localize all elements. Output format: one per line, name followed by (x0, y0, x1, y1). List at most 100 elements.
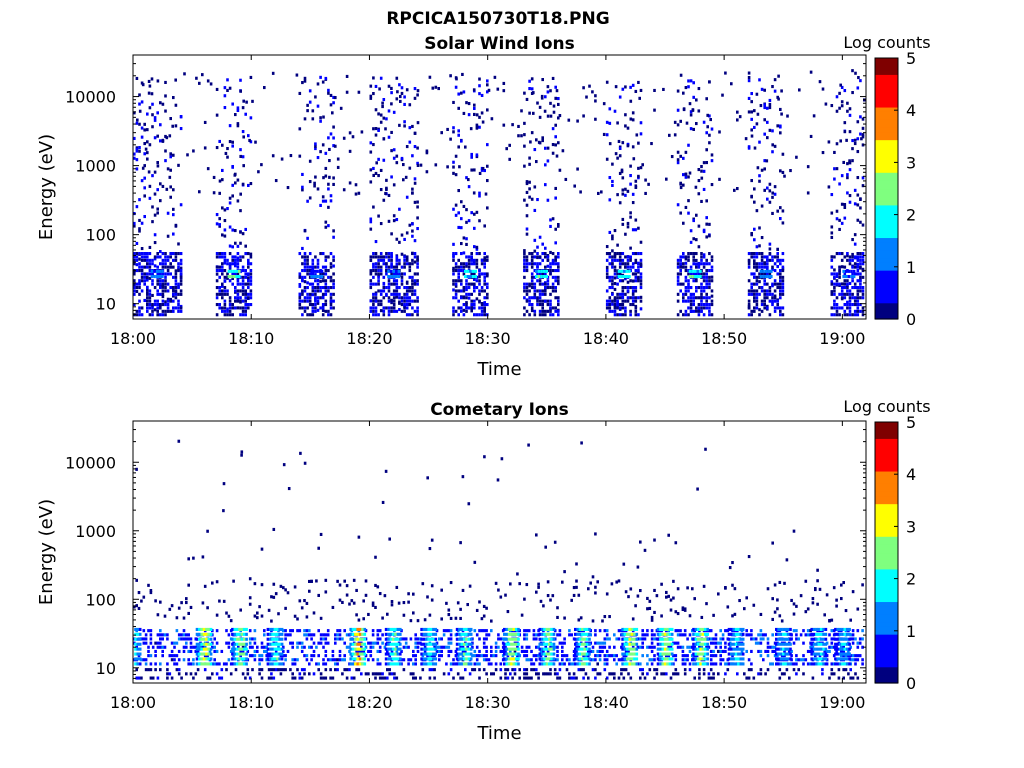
heat-cell (686, 654, 689, 658)
heat-cell (724, 672, 727, 676)
heat-cell (426, 654, 429, 658)
heat-cell (329, 303, 333, 307)
heat-cell (459, 607, 462, 611)
heat-cell (554, 186, 557, 190)
heat-cell (506, 610, 510, 614)
heat-cell (154, 654, 157, 658)
heat-cell (676, 587, 680, 591)
heat-cell (133, 282, 136, 286)
heat-cell (763, 303, 766, 307)
heat-cell (403, 258, 406, 262)
heat-cell (164, 275, 167, 279)
heat-cell (530, 258, 534, 262)
heat-cell (177, 637, 181, 641)
heat-cell (146, 275, 149, 279)
heat-cell (687, 143, 690, 147)
heat-cell (682, 296, 685, 300)
heat-cell (549, 309, 552, 313)
colorbar-tick-label: 1 (906, 258, 916, 277)
heat-cell (667, 594, 670, 598)
heat-cell (336, 637, 339, 641)
heat-cell (528, 156, 531, 160)
heat-cell (303, 633, 306, 637)
heat-cell (653, 610, 656, 614)
heat-cell (319, 633, 323, 637)
heat-cell (400, 296, 404, 300)
y-axis-label: Energy (eV) (36, 134, 57, 240)
heat-cell (544, 183, 547, 187)
heat-cell (709, 654, 713, 658)
heat-cell (185, 641, 188, 645)
heat-cell (473, 226, 476, 230)
heat-cell (329, 132, 333, 136)
heat-cell (558, 641, 562, 645)
heat-cell (319, 641, 323, 645)
heat-cell (558, 633, 562, 637)
heat-cell (218, 289, 221, 293)
heat-cell (608, 645, 611, 649)
heat-cell (265, 649, 268, 653)
heat-cell (637, 80, 640, 84)
heat-cell (530, 309, 534, 313)
heat-cell (324, 303, 328, 307)
heat-cell (402, 601, 406, 605)
heat-cell (384, 127, 387, 131)
heat-cell (226, 88, 229, 92)
heat-cell (719, 629, 722, 633)
heat-cell (395, 262, 399, 266)
heat-cell (641, 654, 644, 658)
heat-cell (557, 282, 560, 286)
heat-cell (228, 296, 232, 300)
heat-cell (324, 590, 328, 594)
heat-cell (159, 279, 162, 283)
heat-cell (626, 289, 630, 293)
heat-cell (387, 279, 391, 283)
heat-cell (605, 272, 609, 276)
heat-cell (558, 662, 562, 666)
heat-cell (146, 157, 149, 161)
heat-cell (523, 649, 526, 653)
heat-cell (523, 306, 526, 310)
heat-cell (708, 306, 711, 310)
heat-cell (470, 292, 473, 296)
colorbar-segment (875, 111, 898, 116)
heat-cell (854, 71, 857, 75)
heat-cell (387, 296, 391, 300)
heat-cell (449, 641, 453, 645)
heat-cell (342, 136, 346, 140)
heat-cell (528, 296, 531, 300)
heat-cell (244, 112, 247, 116)
heat-cell (303, 654, 306, 658)
heat-cell (501, 649, 505, 653)
heat-cell (459, 616, 462, 620)
heat-cell (536, 198, 539, 202)
heat-cell (166, 282, 170, 286)
heat-cell (853, 242, 857, 246)
heat-cell (618, 258, 622, 262)
heat-cell (473, 313, 476, 317)
heat-cell (494, 649, 498, 653)
heat-cell (156, 164, 160, 168)
heat-cell (598, 654, 602, 658)
heat-cell (146, 252, 149, 256)
heat-cell (750, 92, 753, 96)
heat-cell (538, 299, 542, 303)
heat-cell (311, 303, 315, 307)
heat-cell (153, 136, 157, 140)
heat-cell (236, 272, 240, 276)
heat-cell (308, 672, 311, 676)
heat-cell (525, 262, 529, 266)
heat-cell (379, 188, 383, 192)
heat-cell (172, 153, 175, 157)
heat-cell (516, 572, 519, 576)
heat-cell (576, 119, 579, 123)
heat-cell (405, 303, 409, 307)
heat-cell (838, 182, 841, 186)
heat-cell (523, 262, 526, 266)
heat-cell (147, 583, 150, 587)
heat-cell (225, 611, 228, 615)
heat-cell (452, 255, 455, 259)
heat-cell (755, 282, 759, 286)
heat-cell (416, 205, 419, 209)
heat-cell (629, 303, 632, 307)
